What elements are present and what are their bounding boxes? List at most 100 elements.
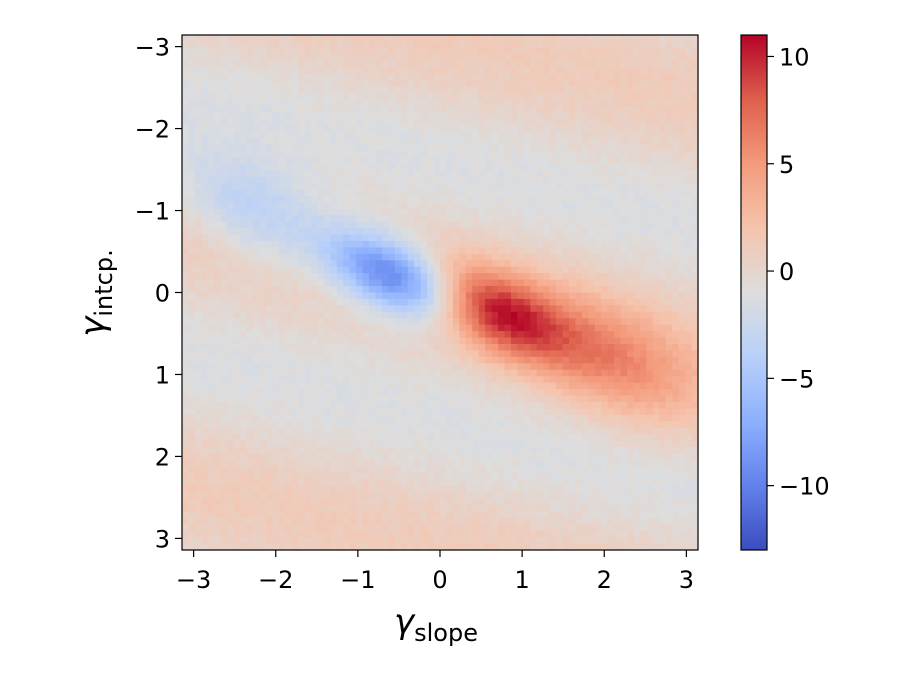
heatmap-cell (427, 292, 435, 300)
heatmap-cell (227, 150, 235, 158)
heatmap-cell (665, 376, 673, 384)
heatmap-cell (407, 273, 415, 281)
heatmap-cell (362, 382, 370, 390)
heatmap-cell (504, 241, 512, 249)
heatmap-cell (478, 67, 486, 75)
heatmap-cell (652, 266, 660, 274)
heatmap-cell (614, 408, 622, 416)
heatmap-cell (575, 144, 583, 152)
heatmap-cell (259, 221, 267, 229)
heatmap-cell (317, 318, 325, 326)
heatmap-cell (369, 389, 377, 397)
heatmap-cell (369, 253, 377, 261)
heatmap-cell (594, 215, 602, 223)
heatmap-cell (627, 131, 635, 139)
heatmap-cell (433, 170, 441, 178)
heatmap-cell (478, 234, 486, 242)
heatmap-cell (427, 67, 435, 75)
heatmap-cell (446, 273, 454, 281)
heatmap-cell (530, 298, 538, 306)
heatmap-cell (343, 247, 351, 255)
heatmap-cell (588, 176, 596, 184)
heatmap-cell (194, 228, 202, 236)
heatmap-cell (620, 144, 628, 152)
heatmap-cell (407, 112, 415, 120)
heatmap-cell (601, 298, 609, 306)
heatmap-cell (672, 389, 680, 397)
heatmap-cell (614, 382, 622, 390)
heatmap-cell (278, 54, 286, 62)
heatmap-cell (639, 286, 647, 294)
heatmap-cell (401, 176, 409, 184)
heatmap-cell (298, 427, 306, 435)
heatmap-cell (420, 434, 428, 442)
heatmap-cell (349, 363, 357, 371)
heatmap-cell (678, 298, 686, 306)
heatmap-cell (620, 54, 628, 62)
heatmap-cell (691, 318, 699, 326)
heatmap-cell (659, 86, 667, 94)
heatmap-cell (691, 150, 699, 158)
heatmap-cell (414, 382, 422, 390)
heatmap-cell (381, 125, 389, 133)
heatmap-cell (646, 266, 654, 274)
heatmap-cell (465, 395, 473, 403)
heatmap-cell (523, 67, 531, 75)
heatmap-cell (465, 247, 473, 255)
heatmap-cell (362, 241, 370, 249)
heatmap-cell (575, 228, 583, 236)
heatmap-cell (336, 208, 344, 216)
heatmap-cell (517, 183, 525, 191)
heatmap-cell (304, 369, 312, 377)
heatmap-cell (459, 253, 467, 261)
heatmap-cell (381, 234, 389, 242)
heatmap-cell (304, 112, 312, 120)
heatmap-cell (401, 286, 409, 294)
heatmap-cell (517, 157, 525, 165)
heatmap-cell (323, 60, 331, 68)
heatmap-cell (549, 305, 557, 313)
heatmap-cell (259, 67, 267, 75)
heatmap-cell (233, 427, 241, 435)
heatmap-cell (265, 189, 273, 197)
heatmap-cell (349, 241, 357, 249)
heatmap-cell (240, 260, 248, 268)
heatmap-cell (394, 376, 402, 384)
heatmap-cell (607, 105, 615, 113)
heatmap-cell (530, 80, 538, 88)
heatmap-cell (543, 241, 551, 249)
heatmap-cell (233, 170, 241, 178)
heatmap-cell (369, 344, 377, 352)
heatmap-cell (407, 408, 415, 416)
heatmap-cell (246, 253, 254, 261)
heatmap-cell (517, 389, 525, 397)
heatmap-cell (594, 144, 602, 152)
heatmap-cell (394, 105, 402, 113)
heatmap-cell (452, 176, 460, 184)
heatmap-cell (575, 331, 583, 339)
heatmap-cell (646, 99, 654, 107)
heatmap-cell (207, 221, 215, 229)
heatmap-cell (543, 292, 551, 300)
heatmap-cell (278, 305, 286, 313)
heatmap-cell (504, 337, 512, 345)
heatmap-cell (523, 427, 531, 435)
heatmap-cell (362, 176, 370, 184)
heatmap-cell (517, 260, 525, 268)
heatmap-cell (652, 176, 660, 184)
heatmap-cell (620, 260, 628, 268)
heatmap-cell (569, 369, 577, 377)
heatmap-cell (556, 363, 564, 371)
heatmap-cell (472, 421, 480, 429)
heatmap-cell (556, 350, 564, 358)
heatmap-cell (491, 311, 499, 319)
heatmap-cell (485, 273, 493, 281)
heatmap-cell (252, 350, 260, 358)
heatmap-cell (543, 337, 551, 345)
heatmap-cell (330, 395, 338, 403)
heatmap-cell (575, 221, 583, 229)
heatmap-cell (323, 92, 331, 100)
heatmap-cell (343, 189, 351, 197)
heatmap-cell (407, 80, 415, 88)
heatmap-cell (285, 273, 293, 281)
